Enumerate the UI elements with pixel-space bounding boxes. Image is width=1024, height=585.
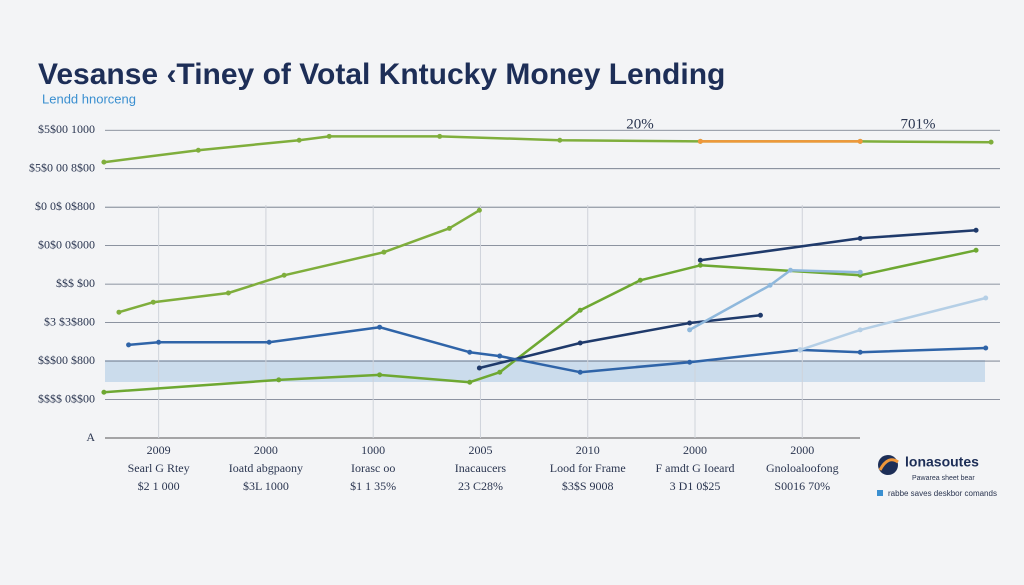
series-point bbox=[101, 159, 107, 165]
category-description: Gnoloaloofong bbox=[766, 461, 839, 475]
y-tick-label: $$$$ 0$$00 bbox=[38, 391, 95, 405]
category-amount: $3$S 9008 bbox=[562, 479, 614, 493]
logo-tagline: Pawarea sheet bear bbox=[912, 475, 975, 482]
series-point bbox=[857, 349, 863, 355]
y-tick-label: $$$ $00 bbox=[56, 276, 95, 290]
series-point bbox=[687, 327, 693, 333]
series-point bbox=[446, 225, 452, 231]
footnote-icon bbox=[877, 490, 883, 496]
series-line bbox=[103, 249, 977, 394]
y-tick-label: $5$00 1000 bbox=[38, 122, 95, 136]
series-point bbox=[497, 369, 503, 375]
series-point bbox=[476, 365, 482, 371]
series-point bbox=[697, 257, 703, 263]
series-point bbox=[757, 312, 763, 318]
x-tick-label: 2000 bbox=[254, 443, 278, 457]
logo-icon bbox=[878, 455, 898, 475]
series-point bbox=[973, 247, 979, 253]
series-point bbox=[281, 272, 287, 278]
chart-title: Vesanse ‹Tiney of Votal Kntucky Money Le… bbox=[38, 58, 725, 91]
y-tick-label: $$$00 $800 bbox=[38, 353, 95, 367]
series-point bbox=[296, 137, 302, 143]
category-amount: 3 D1 0$25 bbox=[670, 479, 721, 493]
series-point bbox=[687, 359, 693, 365]
series-point bbox=[195, 147, 201, 153]
series-point bbox=[973, 227, 979, 233]
series-point bbox=[437, 133, 443, 139]
x-tick-label: 2000 bbox=[790, 443, 814, 457]
series-point bbox=[983, 345, 989, 351]
series-point bbox=[857, 327, 863, 333]
annotation: 20% bbox=[626, 116, 654, 132]
series-point bbox=[467, 349, 473, 355]
series-line bbox=[118, 209, 481, 314]
series-point bbox=[857, 235, 863, 241]
series-point bbox=[381, 249, 387, 255]
annotation: 701% bbox=[901, 116, 936, 132]
category-description: F amdt G Ioeard bbox=[656, 461, 735, 475]
series-point bbox=[557, 137, 563, 143]
series-point bbox=[687, 320, 693, 326]
series-point bbox=[577, 340, 583, 346]
series-point bbox=[767, 282, 773, 288]
y-tick-label: $0 0$ 0$800 bbox=[35, 199, 95, 213]
x-tick-label: 2009 bbox=[147, 443, 171, 457]
category-amount: $3L 1000 bbox=[243, 479, 289, 493]
category-description: Ioatd abgpaony bbox=[229, 461, 303, 475]
series-point bbox=[497, 353, 503, 359]
x-tick-label: 1000 bbox=[361, 443, 385, 457]
series-point bbox=[156, 339, 162, 345]
series-point bbox=[857, 138, 863, 144]
series-point bbox=[467, 379, 473, 385]
category-description: Lood for Frame bbox=[550, 461, 626, 475]
series-point bbox=[266, 339, 272, 345]
y-tick-label: $3 $3$800 bbox=[44, 314, 95, 328]
series-line bbox=[799, 296, 987, 352]
logo: lonasoutes bbox=[905, 454, 979, 470]
series-point bbox=[577, 369, 583, 375]
x-tick-label: 2000 bbox=[683, 443, 707, 457]
series-point bbox=[101, 389, 107, 395]
series-point bbox=[116, 309, 122, 315]
series-point bbox=[577, 307, 583, 313]
footnote: rabbe saves deskbor comands bbox=[888, 489, 997, 498]
series-point bbox=[225, 290, 231, 296]
series-point bbox=[857, 269, 863, 275]
band bbox=[105, 360, 985, 382]
series-point bbox=[326, 133, 332, 139]
series-point bbox=[637, 277, 643, 283]
category-description: Inacaucers bbox=[455, 461, 507, 475]
y-tick-label: A bbox=[86, 430, 95, 444]
category-description: Searl G Rtey bbox=[128, 461, 190, 475]
series-point bbox=[983, 295, 989, 301]
category-amount: $2 1 000 bbox=[138, 479, 180, 493]
series-point bbox=[150, 299, 156, 305]
category-amount: S0016 70% bbox=[774, 479, 830, 493]
series-line bbox=[479, 314, 761, 370]
series-point bbox=[787, 267, 793, 273]
series-point bbox=[697, 262, 703, 268]
logo-icon bbox=[878, 458, 899, 471]
series-point bbox=[377, 372, 383, 378]
category-amount: $1 1 35% bbox=[350, 479, 396, 493]
y-tick-label: $0$0 0$000 bbox=[38, 237, 95, 251]
series-point bbox=[126, 342, 132, 348]
category-description: Iorasc oo bbox=[351, 461, 395, 475]
series-point bbox=[988, 139, 994, 145]
y-tick-label: $5$0 00 8$00 bbox=[29, 160, 95, 174]
chart-subtitle: Lendd hnorceng bbox=[42, 91, 136, 106]
x-tick-label: 2005 bbox=[468, 443, 492, 457]
x-tick-label: 2010 bbox=[576, 443, 600, 457]
series-point bbox=[476, 207, 482, 213]
series-point bbox=[797, 347, 803, 353]
series-line bbox=[688, 269, 861, 331]
series-point bbox=[276, 377, 282, 383]
series-point bbox=[377, 324, 383, 330]
series-point bbox=[697, 138, 703, 144]
category-amount: 23 C28% bbox=[458, 479, 503, 493]
